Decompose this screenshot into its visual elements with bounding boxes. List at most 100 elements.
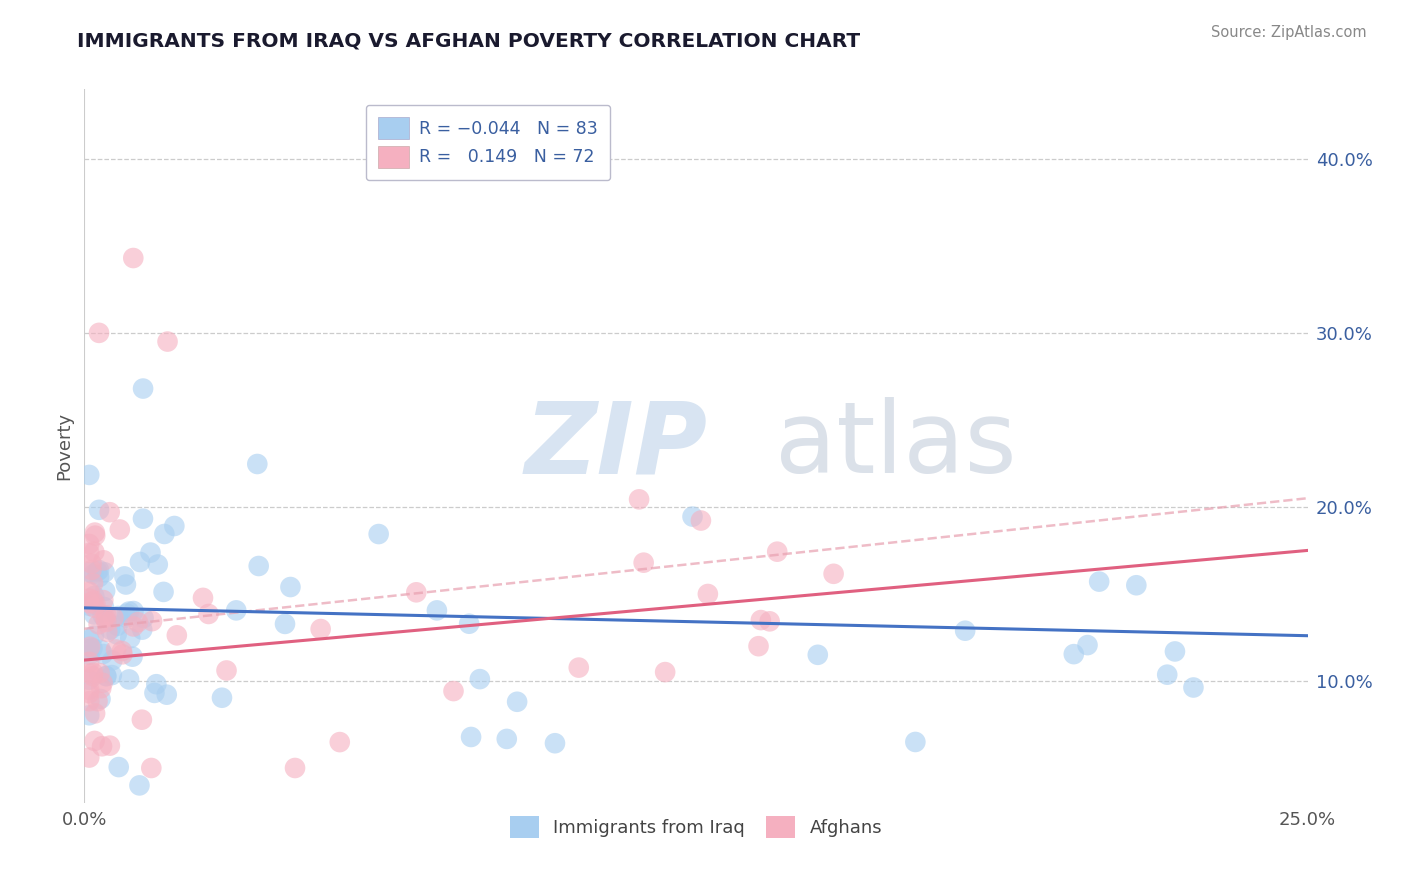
- Point: [247, 559, 270, 574]
- Point: [98, 623, 121, 637]
- Point: [82, 593, 104, 607]
- Point: [101, 653, 124, 667]
- Point: [77, 694, 100, 708]
- Point: [77, 632, 100, 647]
- Point: [118, 673, 141, 687]
- Point: [105, 642, 128, 657]
- Point: [211, 690, 233, 705]
- Point: [77, 566, 100, 580]
- Point: [83, 525, 105, 540]
- Point: [77, 682, 100, 697]
- Point: [122, 604, 145, 618]
- Text: IMMIGRANTS FROM IRAQ VS AFGHAN POVERTY CORRELATION CHART: IMMIGRANTS FROM IRAQ VS AFGHAN POVERTY C…: [77, 31, 860, 50]
- Point: [77, 467, 100, 482]
- Point: [87, 503, 110, 517]
- Point: [77, 750, 100, 764]
- Point: [309, 622, 332, 636]
- Point: [131, 713, 153, 727]
- Point: [96, 669, 118, 683]
- Point: [77, 822, 100, 836]
- Point: [112, 569, 135, 583]
- Point: [246, 457, 269, 471]
- Point: [87, 326, 110, 340]
- Point: [82, 567, 104, 582]
- Point: [79, 648, 101, 662]
- Point: [101, 668, 124, 682]
- Point: [91, 739, 114, 754]
- Point: [93, 599, 115, 614]
- Point: [77, 546, 100, 560]
- Point: [118, 605, 141, 619]
- Point: [1156, 667, 1178, 681]
- Point: [191, 591, 214, 605]
- Point: [1164, 644, 1187, 658]
- Point: [953, 624, 976, 638]
- Point: [87, 570, 110, 584]
- Point: [91, 593, 114, 607]
- Point: [83, 607, 105, 622]
- Point: [96, 624, 118, 639]
- Point: [468, 672, 491, 686]
- Point: [156, 334, 179, 349]
- Text: atlas: atlas: [776, 398, 1017, 494]
- Point: [129, 555, 152, 569]
- Point: [111, 644, 134, 658]
- Point: [141, 761, 163, 775]
- Point: [91, 675, 114, 690]
- Point: [93, 553, 115, 567]
- Point: [132, 611, 155, 625]
- Point: [111, 648, 134, 662]
- Point: [87, 563, 110, 577]
- Point: [83, 734, 105, 748]
- Point: [823, 566, 845, 581]
- Point: [426, 603, 449, 617]
- Point: [747, 639, 769, 653]
- Point: [86, 694, 108, 708]
- Point: [122, 619, 145, 633]
- Point: [153, 527, 176, 541]
- Point: [197, 607, 219, 621]
- Point: [682, 509, 704, 524]
- Point: [284, 761, 307, 775]
- Point: [568, 660, 591, 674]
- Point: [1076, 638, 1098, 652]
- Point: [115, 611, 138, 625]
- Point: [460, 730, 482, 744]
- Y-axis label: Poverty: Poverty: [55, 412, 73, 480]
- Point: [156, 688, 179, 702]
- Point: [163, 519, 186, 533]
- Point: [132, 382, 155, 396]
- Point: [96, 614, 118, 628]
- Point: [98, 505, 121, 519]
- Point: [83, 600, 105, 615]
- Point: [121, 649, 143, 664]
- Point: [90, 681, 112, 696]
- Point: [166, 628, 188, 642]
- Point: [77, 599, 100, 613]
- Point: [94, 583, 117, 598]
- Point: [131, 623, 153, 637]
- Point: [143, 686, 166, 700]
- Point: [141, 614, 163, 628]
- Point: [544, 736, 567, 750]
- Point: [77, 642, 100, 657]
- Point: [98, 739, 121, 753]
- Point: [77, 686, 100, 700]
- Point: [132, 511, 155, 525]
- Point: [79, 640, 101, 654]
- Point: [1182, 681, 1205, 695]
- Point: [506, 695, 529, 709]
- Point: [145, 677, 167, 691]
- Point: [108, 523, 131, 537]
- Point: [766, 544, 789, 558]
- Point: [77, 591, 100, 606]
- Point: [77, 666, 100, 681]
- Point: [82, 665, 104, 680]
- Point: [77, 655, 100, 669]
- Point: [83, 545, 105, 559]
- Point: [79, 596, 101, 610]
- Point: [107, 609, 129, 624]
- Point: [443, 684, 465, 698]
- Point: [77, 708, 100, 723]
- Point: [91, 608, 114, 623]
